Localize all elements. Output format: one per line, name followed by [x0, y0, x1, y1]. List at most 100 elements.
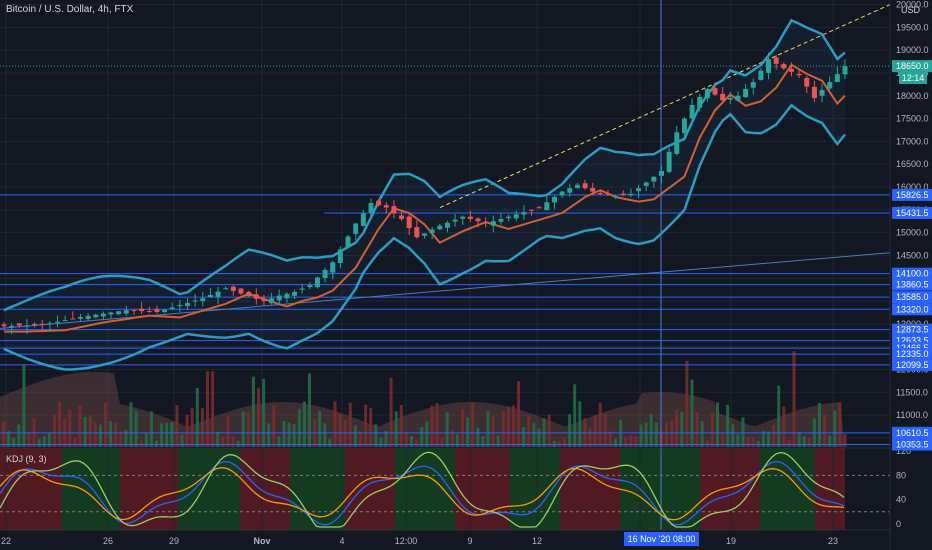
kdj-line-k: [0, 460, 845, 526]
price-tag: [892, 303, 932, 316]
volume-bar: [180, 434, 184, 447]
price-tag: [892, 60, 932, 73]
candle-body: [16, 323, 22, 326]
kdj-zone-band: [240, 448, 290, 530]
volume-bar: [308, 373, 311, 447]
volume-bar: [78, 405, 82, 447]
price-tag-label: 15826.5: [896, 190, 929, 200]
candle-body: [467, 216, 473, 219]
volume-bar: [736, 434, 740, 447]
volume-bar: [639, 424, 643, 447]
candle-body: [559, 191, 565, 196]
volume-bar: [512, 405, 515, 447]
volume-bar: [425, 421, 429, 447]
candle-body: [391, 206, 397, 214]
volume-bar: [404, 432, 408, 447]
candle-body: [55, 321, 61, 323]
candle-body: [131, 310, 137, 312]
volume-bar: [262, 378, 266, 447]
currency-label: USD: [901, 5, 921, 15]
candle-body: [184, 302, 190, 306]
candle-body: [1, 324, 7, 327]
volume-bar: [226, 416, 230, 447]
candle-body: [521, 212, 527, 215]
candle-body: [827, 82, 833, 89]
candle-body: [230, 286, 236, 291]
candle-body: [9, 325, 15, 328]
volume-bar: [359, 431, 362, 447]
volume-bar: [410, 435, 413, 447]
volume-bar: [364, 404, 368, 447]
volume-bar: [175, 405, 179, 447]
price-tag: [892, 323, 932, 336]
volume-bar: [98, 424, 102, 447]
volume-bar: [42, 436, 46, 447]
volume-bar: [272, 404, 276, 447]
price-tag-label: 14100.0: [896, 269, 929, 279]
candle-body: [720, 93, 726, 101]
time-tick-label: 23: [828, 536, 838, 546]
price-tick-label: 17500.0: [896, 114, 929, 124]
crosshair-time-label: 16 Nov '20 08:00: [624, 532, 699, 546]
kdj-zone-band: [620, 448, 700, 530]
price-tag-label: 12873.5: [896, 325, 929, 335]
price-tick-label: 11000.0: [896, 410, 928, 420]
volume-bar: [588, 428, 592, 447]
candle-body: [261, 298, 267, 302]
candle-body: [659, 171, 665, 176]
candle-body: [842, 66, 848, 75]
candle-body: [154, 309, 160, 312]
time-tick-label: 4: [339, 536, 344, 546]
price-tag-label: 12335.0: [896, 349, 929, 359]
volume-bar: [506, 406, 510, 447]
candle-body: [307, 285, 313, 288]
volume-bar: [695, 412, 699, 447]
price-tag: [892, 291, 932, 304]
volume-bar: [777, 385, 781, 447]
candle-body: [276, 295, 282, 301]
candle-body: [758, 70, 764, 81]
candle-body: [727, 98, 733, 100]
volume-bar: [772, 425, 776, 447]
volume-bar: [119, 431, 123, 447]
price-tag: [892, 188, 932, 201]
candle-body: [773, 57, 779, 64]
volume-bar: [797, 431, 801, 447]
volume-bar: [818, 403, 821, 447]
volume-bar: [251, 376, 255, 447]
volume-bar: [420, 427, 424, 447]
volume-bar: [690, 379, 694, 447]
candle-body: [108, 312, 114, 315]
price-tag-label: 10610.5: [896, 428, 929, 438]
candle-body: [636, 188, 642, 192]
candle-body: [766, 59, 772, 73]
time-tick-label: 9: [467, 536, 472, 546]
volume-bar: [379, 437, 383, 447]
volume-bar: [501, 410, 505, 447]
volume-bar: [22, 364, 26, 447]
candle-body: [483, 222, 489, 224]
volume-bar: [491, 416, 495, 447]
candle-body: [100, 313, 106, 317]
volume-bar: [527, 416, 531, 447]
price-tag: [892, 438, 932, 451]
volume-bar: [17, 424, 21, 447]
candle-body: [116, 311, 122, 315]
volume-bar: [593, 415, 597, 447]
bollinger-upper: [3, 18, 846, 312]
candle-body: [735, 95, 741, 101]
volume-bar: [206, 371, 209, 447]
volume-bar: [843, 433, 847, 447]
candle-body: [246, 291, 252, 297]
candle-body: [238, 288, 244, 294]
candle-body: [582, 183, 588, 189]
volume-bar: [88, 414, 92, 447]
volume-bar: [649, 414, 653, 447]
volume-bar: [277, 436, 281, 447]
trend-line-dashed: [439, 4, 891, 208]
volume-bar: [435, 403, 439, 447]
candle-body: [337, 249, 343, 264]
volume-bar: [557, 440, 561, 447]
candle-body: [215, 291, 221, 298]
